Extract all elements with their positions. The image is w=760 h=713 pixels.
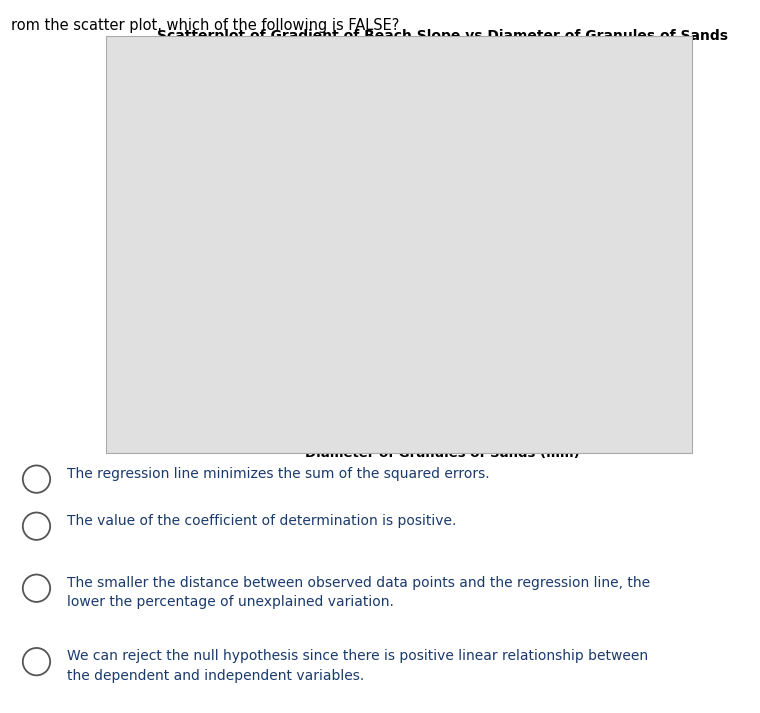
Text: The smaller the distance between observed data points and the regression line, t: The smaller the distance between observe…	[67, 576, 650, 610]
Point	[452, 78, 464, 89]
Point	[269, 356, 281, 367]
Point	[411, 322, 423, 334]
Point	[635, 78, 647, 89]
Text: We can reject the null hypothesis since there is positive linear relationship be: We can reject the null hypothesis since …	[67, 650, 648, 683]
Text: The regression line minimizes the sum of the squared errors.: The regression line minimizes the sum of…	[67, 467, 489, 481]
Point	[452, 287, 464, 298]
Point	[533, 293, 545, 304]
Point	[330, 307, 342, 319]
Point	[513, 157, 525, 168]
Title: Scatterplot of Gradient of Beach Slope vs Diameter of Granules of Sands: Scatterplot of Gradient of Beach Slope v…	[157, 29, 728, 43]
Point	[228, 289, 240, 300]
Y-axis label: Gradient of Beach Slope (degree): Gradient of Beach Slope (degree)	[157, 108, 169, 359]
Point	[371, 347, 383, 358]
X-axis label: Diameter of Granules of Sands (mm): Diameter of Granules of Sands (mm)	[306, 447, 580, 460]
Text: rom the scatter plot, which of the following is FALSE?: rom the scatter plot, which of the follo…	[11, 18, 400, 33]
Point	[269, 363, 281, 374]
Point	[432, 148, 444, 160]
Point	[330, 367, 342, 379]
Text: The value of the coefficient of determination is positive.: The value of the coefficient of determin…	[67, 514, 456, 528]
Point	[411, 341, 423, 352]
